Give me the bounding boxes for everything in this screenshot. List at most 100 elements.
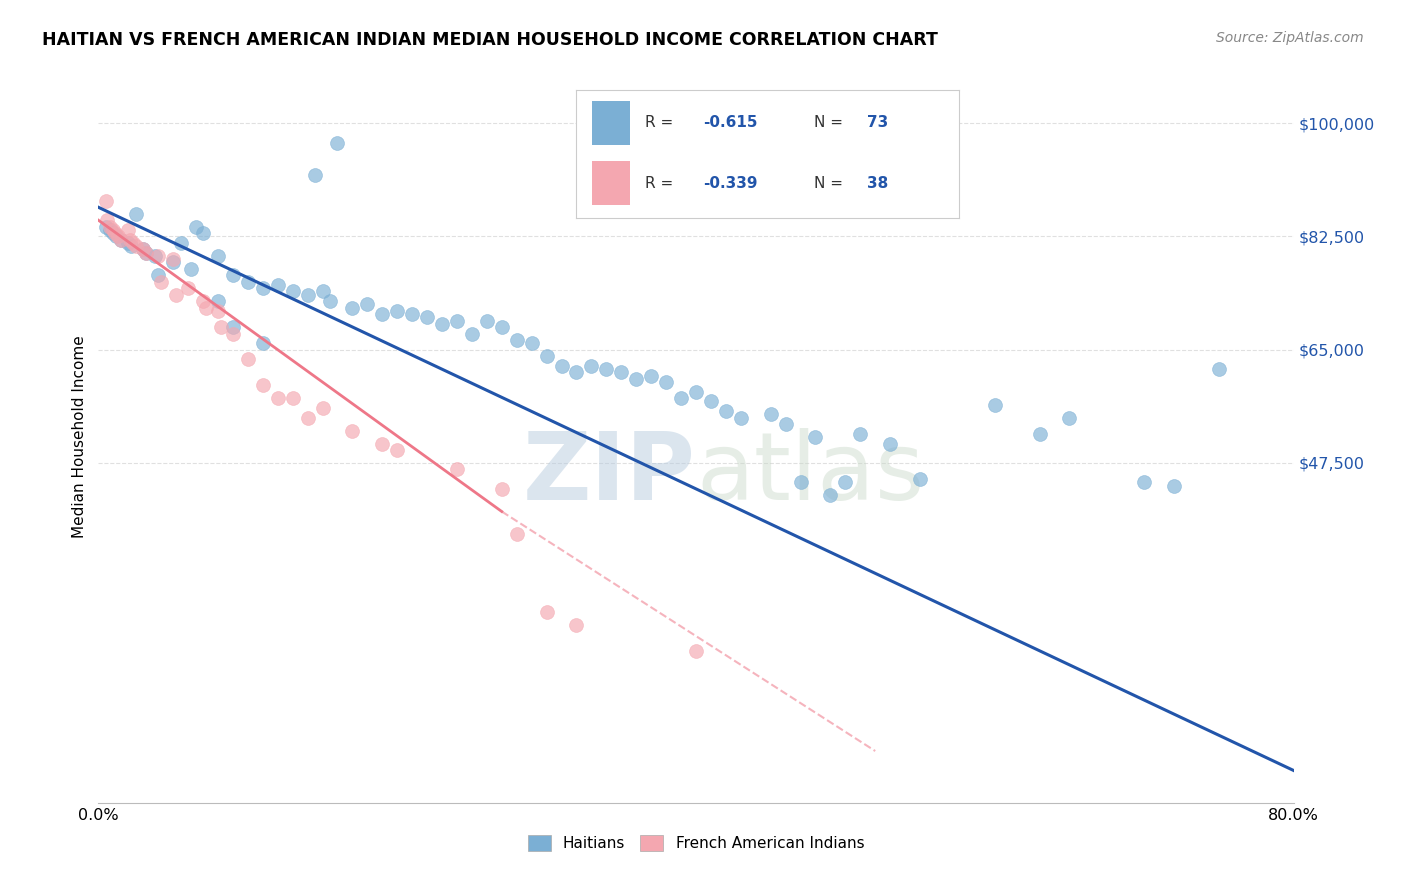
Point (565, 365, 588, 379)
Point (110, 233, 132, 247)
Point (506, 527, 529, 541)
Text: ZIP: ZIP (523, 427, 696, 520)
Point (385, 303, 409, 318)
Point (595, 362, 617, 376)
Point (252, 378, 274, 392)
Point (520, 336, 543, 351)
Point (118, 233, 141, 247)
Point (104, 226, 127, 240)
Point (700, 394, 723, 409)
Point (117, 223, 139, 237)
Point (730, 410, 752, 425)
Point (267, 277, 290, 292)
Point (311, 285, 333, 299)
Point (94, 194, 117, 208)
Point (143, 249, 166, 263)
Point (550, 359, 572, 373)
Point (117, 235, 139, 250)
Point (191, 294, 214, 309)
Point (135, 245, 157, 260)
Point (446, 462, 468, 476)
Point (132, 243, 155, 257)
Text: HAITIAN VS FRENCH AMERICAN INDIAN MEDIAN HOUSEHOLD INCOME CORRELATION CHART: HAITIAN VS FRENCH AMERICAN INDIAN MEDIAN… (42, 31, 938, 49)
Point (759, 408, 782, 422)
Point (655, 375, 678, 389)
Point (1059, 410, 1081, 425)
Point (984, 398, 1007, 412)
Point (304, 168, 326, 182)
Point (98, 223, 122, 237)
Point (401, 307, 423, 321)
Point (103, 226, 125, 240)
Point (132, 243, 155, 257)
Point (107, 229, 129, 244)
Point (1028, 426, 1050, 441)
Point (98, 219, 122, 234)
Point (669, 391, 692, 405)
Point (849, 426, 872, 441)
Point (191, 226, 214, 240)
Point (150, 275, 173, 289)
Point (1208, 362, 1230, 376)
Point (177, 281, 200, 295)
Point (103, 223, 125, 237)
Point (804, 430, 827, 444)
Point (685, 643, 707, 657)
Point (252, 281, 274, 295)
Point (491, 320, 513, 334)
Point (319, 294, 342, 309)
Point (536, 605, 558, 619)
Point (640, 368, 662, 383)
Point (565, 617, 588, 632)
Point (135, 245, 157, 260)
Point (222, 320, 245, 334)
Point (371, 436, 394, 450)
Point (121, 235, 143, 250)
Point (714, 404, 737, 418)
Y-axis label: Median Household Income: Median Household Income (72, 335, 87, 539)
Point (834, 475, 856, 490)
Point (207, 249, 229, 263)
Point (581, 359, 603, 373)
Point (169, 235, 191, 250)
Point (94, 219, 117, 234)
Point (222, 326, 245, 341)
Point (342, 424, 364, 438)
Point (536, 349, 558, 363)
Point (236, 352, 259, 367)
Point (207, 303, 229, 318)
Point (1133, 475, 1156, 490)
Point (475, 313, 498, 327)
Point (125, 207, 148, 221)
Point (148, 249, 170, 263)
Point (311, 401, 333, 415)
Point (236, 275, 259, 289)
Point (180, 261, 202, 276)
Point (105, 229, 128, 244)
Point (326, 136, 349, 150)
Point (1163, 478, 1185, 492)
Point (820, 488, 842, 502)
Point (610, 365, 633, 379)
Point (879, 436, 901, 450)
Point (908, 472, 931, 486)
Point (125, 239, 148, 253)
Point (209, 320, 232, 334)
Point (165, 287, 187, 301)
Point (789, 475, 811, 490)
Point (297, 287, 319, 301)
Point (416, 310, 439, 325)
Point (356, 297, 378, 311)
Point (371, 307, 394, 321)
Point (162, 255, 184, 269)
Point (506, 333, 529, 347)
Point (685, 384, 707, 399)
Point (267, 391, 290, 405)
Point (385, 443, 409, 458)
Point (96, 213, 118, 227)
Point (281, 285, 304, 299)
Point (297, 410, 319, 425)
Point (775, 417, 797, 431)
Point (626, 372, 648, 386)
Point (281, 391, 304, 405)
